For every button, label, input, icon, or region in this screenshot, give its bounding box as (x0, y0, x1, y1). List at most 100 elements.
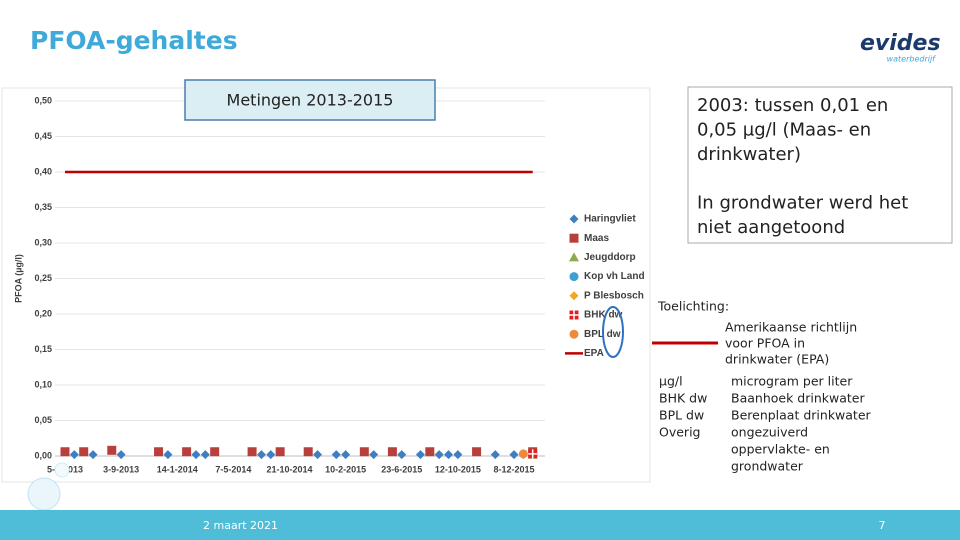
marker-diamond (88, 450, 98, 460)
y-tick-label: 0,05 (34, 415, 52, 425)
term: BPL dw (659, 408, 704, 423)
logo-subtitle: waterbedrijf (887, 55, 937, 64)
x-tick-label: 3-9-2013 (103, 464, 139, 474)
marker-circle (569, 272, 579, 282)
note: 2003: tussen 0,01 en 0,05 µg/l (Maas- en d… (697, 95, 908, 238)
marker-diamond (266, 450, 276, 460)
marker-circle (569, 329, 579, 339)
marker-square (107, 445, 117, 455)
note-box (687, 86, 953, 244)
y-tick-label: 0,20 (34, 308, 52, 318)
epa-description: drinkwater (EPA) (725, 352, 829, 367)
marker-square (275, 447, 285, 457)
legend-label: Kop vh Land (584, 271, 645, 282)
legend-label: Jeugddorp (584, 252, 636, 263)
y-tick-label: 0,00 (34, 450, 52, 460)
x-tick-label: 14-1-2014 (157, 464, 198, 474)
decor-bubble (27, 477, 61, 511)
chart-label: Metingen 2013-2015 (227, 91, 394, 110)
marker-diamond (256, 450, 266, 460)
y-tick-label: 0,15 (34, 344, 52, 354)
decor-bubble (54, 462, 70, 478)
marker-diamond (444, 450, 454, 460)
marker-circle (518, 449, 528, 459)
y-tick-label: 0,45 (34, 131, 52, 141)
legend-label: EPA (584, 348, 604, 359)
term-definition: ongezuiverd (731, 425, 808, 440)
x-tick-label: 23-6-2015 (381, 464, 422, 474)
slide-title: PFOA-gehaltes (30, 26, 238, 55)
marker-cross (569, 310, 579, 320)
term-definition: grondwater (731, 459, 804, 474)
term-definition: Baanhoek drinkwater (731, 391, 865, 406)
marker-diamond (313, 450, 323, 460)
marker-diamond (434, 450, 444, 460)
term: BHK dw (659, 391, 707, 406)
marker-diamond (191, 450, 201, 460)
x-tick-label: 10-2-2015 (325, 464, 366, 474)
chart-label-box (184, 79, 436, 121)
marker-square (210, 447, 220, 457)
term-definition: Berenplaat drinkwater (731, 408, 872, 423)
footer-bar (0, 510, 960, 540)
marker-diamond (569, 291, 579, 301)
marker-square (387, 447, 397, 457)
y-tick-label: 0,35 (34, 202, 52, 212)
legend-label: Maas (584, 233, 609, 244)
marker-diamond (69, 450, 79, 460)
note-line: 2003: tussen 0,01 en (697, 95, 888, 116)
marker-triangle (569, 252, 579, 262)
marker-diamond (341, 450, 351, 460)
y-tick-label: 0,50 (34, 95, 52, 105)
note-line: niet aangetoond (697, 217, 845, 238)
marker-square (303, 447, 313, 457)
legend-label: Haringvliet (584, 214, 636, 225)
marker-square (359, 447, 369, 457)
term: Overig (659, 425, 700, 440)
marker-square (425, 447, 435, 457)
marker-diamond (569, 214, 579, 224)
term: µg/l (659, 374, 683, 389)
epa-description: Amerikaanse richtlijn (725, 320, 857, 335)
y-axis-title: PFOA (µg/l) (13, 254, 23, 303)
y-tick-label: 0,10 (34, 379, 52, 389)
marker-diamond (331, 450, 341, 460)
x-tick-label: 12-10-2015 (435, 464, 481, 474)
marker-square (154, 447, 164, 457)
page-number: 7 (879, 519, 886, 532)
term-definition: microgram per liter (731, 374, 853, 389)
marker-diamond (163, 450, 173, 460)
y-tick-label: 0,25 (34, 273, 52, 283)
marker-diamond (509, 450, 519, 460)
x-tick-label: 8-12-2015 (493, 464, 534, 474)
chart: 0,00 0,05 0,10 0,15 0,20 0,25 0,30 0,35 0,40 0,45… (1, 87, 651, 483)
note-line: In grondwater werd het (697, 193, 908, 214)
explanation-heading: Toelichting: (657, 299, 729, 314)
logo: evides (860, 31, 941, 56)
marker-square (569, 233, 579, 243)
marker-square (247, 447, 257, 457)
x-tick-label: 7-5-2014 (215, 464, 251, 474)
marker-diamond (116, 450, 126, 460)
highlight-ellipse (602, 306, 624, 358)
marker-diamond (200, 450, 210, 460)
marker-diamond (453, 450, 463, 460)
marker-diamond (415, 450, 425, 460)
epa-description: voor PFOA in (725, 336, 805, 351)
term-definition: oppervlakte- en (731, 442, 830, 457)
marker-diamond (397, 450, 407, 460)
marker-square (472, 447, 482, 457)
chart-area (1, 87, 651, 483)
marker-diamond (369, 450, 379, 460)
marker-cross (528, 449, 538, 459)
marker-diamond (490, 450, 500, 460)
y-tick-label: 0,40 (34, 166, 52, 176)
y-tick-label: 0,30 (34, 237, 52, 247)
marker-square (60, 447, 70, 457)
footer-date: 2 maart 2021 (203, 519, 278, 532)
x-tick-label: 21-10-2014 (266, 464, 312, 474)
legend-label: P Blesbosch (584, 290, 644, 301)
note-line: 0,05 µg/l (Maas- en (697, 120, 871, 141)
